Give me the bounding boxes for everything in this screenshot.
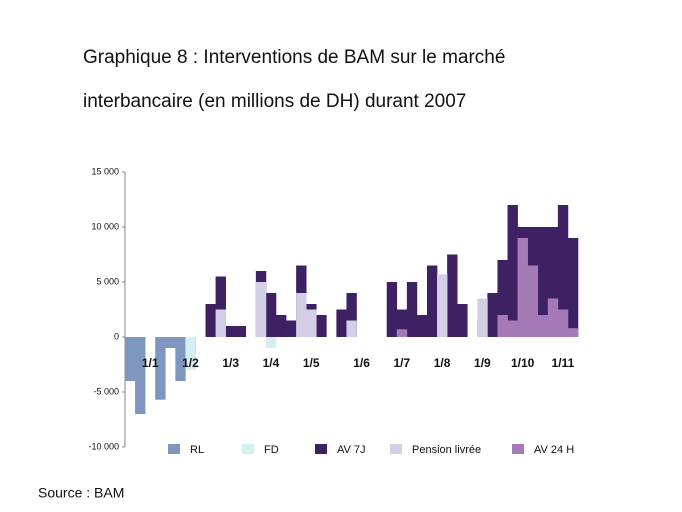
bar	[396, 309, 408, 337]
legend-swatch	[168, 444, 180, 454]
source: Source : BAM	[38, 485, 124, 501]
bar	[235, 326, 247, 337]
legend-label: AV 7J	[337, 444, 366, 456]
bar	[527, 265, 539, 337]
y-tick-label: -5 000	[93, 386, 119, 396]
legend-swatch	[390, 444, 402, 454]
bar	[427, 265, 438, 337]
bar	[547, 298, 559, 337]
bar	[567, 238, 579, 337]
bar	[296, 293, 307, 337]
bar	[215, 276, 226, 337]
x-tick-label: 1/6	[353, 356, 370, 370]
y-tick-label: -10 000	[88, 441, 119, 451]
x-tick-label: 1/3	[222, 356, 239, 370]
chart-title: Graphique 8 : Interventions de BAM sur l…	[83, 47, 505, 68]
bar	[537, 315, 549, 337]
y-tick-label: 10 000	[91, 221, 119, 231]
y-tick-label: 0	[114, 331, 119, 341]
bar	[265, 337, 277, 348]
y-tick-label: 5 000	[96, 276, 119, 286]
legend-label: RL	[190, 444, 204, 456]
bar	[497, 315, 508, 337]
bar	[316, 315, 327, 337]
bar	[135, 337, 146, 414]
bar	[386, 282, 398, 337]
bar	[557, 309, 569, 337]
legend-label: AV 24 H	[534, 444, 574, 456]
bar	[276, 315, 287, 337]
bar	[457, 304, 468, 337]
x-tick-label: 1/5	[303, 356, 320, 370]
y-tick-label: 15 000	[91, 166, 119, 176]
bar	[447, 254, 458, 337]
x-tick-label: 1/11	[552, 356, 575, 370]
bar	[265, 293, 277, 337]
bar	[215, 309, 226, 337]
bar	[487, 293, 498, 337]
bar	[255, 282, 267, 337]
x-tick-label: 1/2	[182, 356, 199, 370]
bar	[437, 274, 448, 337]
bar	[557, 205, 569, 337]
x-tick-label: 1/8	[434, 356, 451, 370]
x-tick-label: 1/1	[142, 356, 159, 370]
bar	[517, 238, 528, 337]
x-tick-label: 1/9	[474, 356, 491, 370]
bar	[125, 337, 136, 381]
bar	[416, 315, 428, 337]
legend-swatch	[315, 444, 327, 454]
x-tick-label: 1/7	[393, 356, 410, 370]
bar	[547, 227, 559, 337]
legend-label: FD	[264, 444, 279, 456]
bar	[406, 282, 418, 337]
bar	[507, 320, 518, 337]
bar	[306, 309, 317, 337]
bar	[346, 320, 357, 337]
bar	[175, 337, 186, 381]
x-tick-label: 1/4	[263, 356, 280, 370]
x-tick-label: 1/10	[511, 356, 535, 370]
bar	[507, 205, 518, 337]
legend-label: Pension livrée	[412, 444, 481, 456]
chart-title: interbancaire (en millions de DH) durant…	[83, 91, 466, 112]
bar	[165, 337, 176, 348]
legend-swatch	[512, 444, 524, 454]
bar	[497, 260, 508, 337]
bar	[396, 329, 408, 337]
bar	[225, 326, 237, 337]
bar	[155, 337, 166, 400]
bar	[185, 337, 196, 370]
bar	[477, 298, 488, 337]
bar	[205, 304, 216, 337]
bar	[336, 309, 347, 337]
bar	[567, 328, 579, 337]
bar	[286, 320, 297, 337]
legend-swatch	[242, 444, 254, 454]
bar	[346, 293, 357, 337]
bar	[537, 227, 549, 337]
